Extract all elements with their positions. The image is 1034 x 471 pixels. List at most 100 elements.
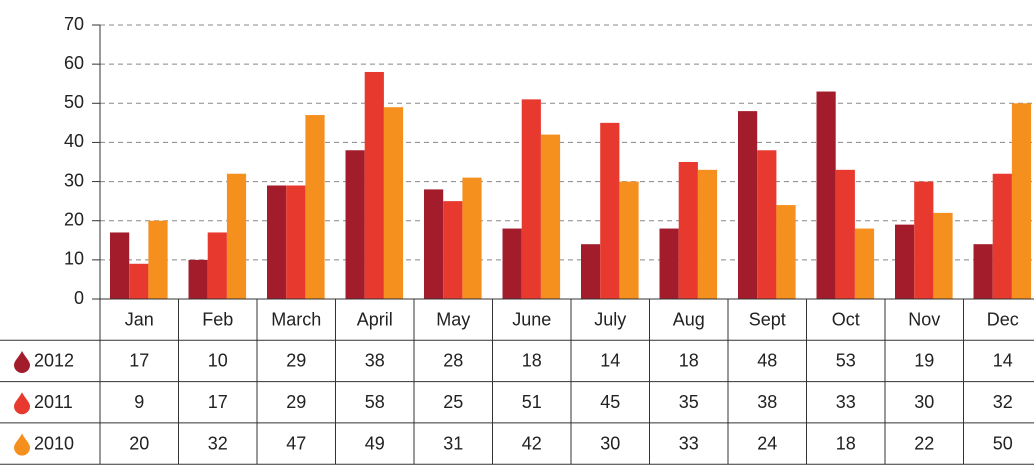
table-cell: 32 [993, 392, 1013, 412]
table-cell: 29 [286, 351, 306, 371]
table-cell: 30 [600, 433, 620, 453]
x-tick-label: March [271, 309, 321, 329]
bar [697, 169, 718, 299]
table-cell: 18 [522, 351, 542, 371]
table-cell: 24 [757, 433, 777, 453]
table-cell: 50 [993, 433, 1013, 453]
bar [659, 228, 679, 299]
x-tick-label: July [594, 309, 626, 329]
table-cell: 10 [208, 351, 228, 371]
bar [364, 71, 384, 299]
table-cell: 45 [600, 392, 620, 412]
table-cell: 22 [914, 433, 934, 453]
table-cell: 25 [443, 392, 463, 412]
bar [502, 228, 522, 299]
y-tick-label: 10 [64, 249, 84, 269]
table-cell: 14 [993, 351, 1013, 371]
table-cell: 38 [757, 392, 777, 412]
bar [757, 150, 777, 299]
bar [110, 232, 130, 299]
table-cell: 14 [600, 351, 620, 371]
bar [424, 189, 444, 299]
bar [267, 185, 287, 299]
table-cell: 35 [679, 392, 699, 412]
bar [1011, 103, 1032, 300]
table-cell: 51 [522, 392, 542, 412]
legend-label: 2011 [34, 392, 73, 412]
table-cell: 19 [914, 351, 934, 371]
bar [835, 169, 855, 299]
table-cell: 9 [134, 392, 144, 412]
table-cell: 33 [836, 392, 856, 412]
x-tick-label: April [357, 309, 393, 329]
table-cell: 17 [208, 392, 228, 412]
table-cell: 18 [679, 351, 699, 371]
table-cell: 18 [836, 433, 856, 453]
x-tick-label: Oct [832, 309, 860, 329]
bar [581, 244, 601, 299]
bar [462, 177, 482, 299]
bar [148, 220, 168, 299]
x-tick-label: June [512, 309, 551, 329]
table-cell: 47 [286, 433, 306, 453]
bar [895, 224, 915, 299]
table-cell: 32 [208, 433, 228, 453]
table-cell: 17 [129, 351, 149, 371]
bar [345, 150, 365, 299]
x-tick-label: May [436, 309, 470, 329]
y-tick-label: 60 [64, 53, 84, 73]
bar [678, 162, 698, 299]
table-cell: 30 [914, 392, 934, 412]
table-cell: 48 [757, 351, 777, 371]
bar [286, 185, 306, 299]
bar [914, 181, 934, 299]
bar [992, 173, 1012, 299]
table-cell: 53 [836, 351, 856, 371]
table-cell: 38 [365, 351, 385, 371]
x-tick-label: Sept [749, 309, 786, 329]
x-tick-label: Feb [202, 309, 233, 329]
bar [854, 228, 875, 299]
legend-icon [14, 392, 30, 415]
x-tick-label: Nov [908, 309, 940, 329]
table-cell: 42 [522, 433, 542, 453]
y-tick-label: 0 [74, 288, 84, 308]
bar [521, 99, 541, 299]
bar [816, 91, 836, 300]
bar [738, 111, 758, 299]
bar [188, 259, 208, 299]
legend-icon [14, 433, 30, 456]
bar [129, 263, 149, 299]
legend-label: 2010 [34, 433, 74, 453]
bar [619, 181, 639, 299]
y-tick-label: 70 [64, 14, 84, 34]
bar [973, 244, 993, 299]
table-cell: 31 [443, 433, 463, 453]
bar [933, 212, 953, 299]
x-tick-label: Aug [673, 309, 705, 329]
table-cell: 20 [129, 433, 149, 453]
bar [207, 232, 227, 299]
legend-icon [14, 350, 30, 373]
table-cell: 28 [443, 351, 463, 371]
bar [600, 122, 620, 299]
table-cell: 58 [365, 392, 385, 412]
table-cell: 33 [679, 433, 699, 453]
x-tick-label: Dec [987, 309, 1019, 329]
y-tick-label: 40 [64, 131, 84, 151]
legend-label: 2012 [34, 351, 74, 371]
bar [540, 134, 561, 299]
table-cell: 29 [286, 392, 306, 412]
table-cell: 49 [365, 433, 385, 453]
y-tick-label: 30 [64, 170, 84, 190]
bar [776, 205, 796, 299]
y-tick-label: 20 [64, 209, 84, 229]
bar [443, 201, 463, 299]
x-tick-label: Jan [125, 309, 154, 329]
bar [383, 107, 404, 299]
y-tick-label: 50 [64, 92, 84, 112]
bar [305, 115, 325, 300]
bar [226, 173, 247, 299]
